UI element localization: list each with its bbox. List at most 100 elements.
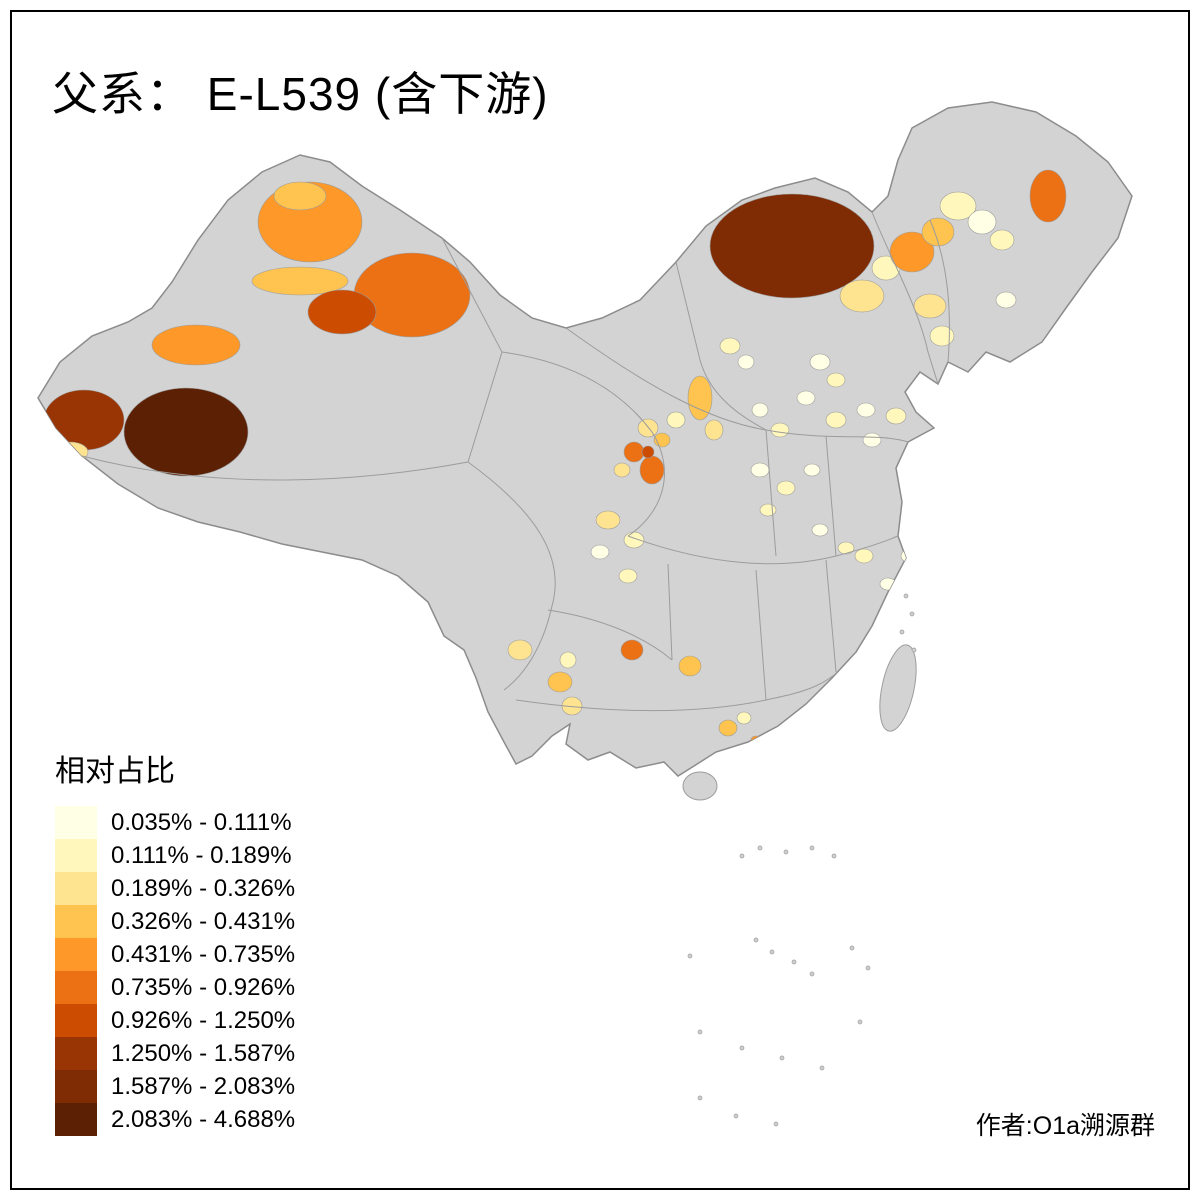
legend-swatch (55, 905, 97, 938)
prefecture-region (718, 719, 738, 737)
legend: 相对占比 0.035% - 0.111% 0.111% - 0.189% 0.189… (55, 746, 295, 1136)
prefecture-region (620, 639, 644, 661)
prefecture-region (839, 279, 885, 313)
prefecture-region (151, 324, 241, 366)
prefecture-region (825, 411, 847, 429)
prefecture-region (862, 432, 882, 448)
legend-swatch (55, 1070, 97, 1103)
prefecture-region (1029, 169, 1067, 223)
prefecture-region (618, 568, 638, 584)
prefecture-region (811, 523, 829, 537)
page-title: 父系： E-L539 (含下游) (52, 68, 549, 120)
prefecture-region (590, 544, 610, 560)
taiwan-island (879, 644, 917, 732)
prefecture-region (623, 531, 645, 549)
prefecture-region (837, 541, 855, 555)
legend-swatch (55, 1103, 97, 1136)
prefecture-region (353, 252, 471, 338)
prefecture-region (737, 354, 755, 370)
prefecture-region (704, 419, 724, 441)
legend-swatch (55, 806, 97, 839)
prefecture-region (770, 422, 790, 438)
legend-label: 0.326% - 0.431% (111, 907, 296, 935)
prefecture-region (751, 402, 769, 418)
legend-row: 0.326% - 0.431% (55, 905, 295, 938)
prefecture-region (894, 599, 910, 613)
legend-row: 0.035% - 0.111% (55, 806, 295, 839)
legend-row: 0.926% - 1.250% (55, 1004, 295, 1037)
choropleth-regions (43, 169, 1067, 745)
prefecture-region (273, 181, 327, 211)
prefecture-region (889, 231, 935, 273)
prefecture-region (43, 389, 125, 451)
prefecture-region (559, 651, 577, 669)
prefecture-region (900, 549, 916, 563)
prefecture-region (750, 462, 770, 478)
prefecture-region (678, 655, 702, 677)
legend-swatch (55, 938, 97, 971)
prefecture-region (939, 191, 977, 221)
prefecture-region (719, 337, 741, 355)
prefecture-region (687, 375, 713, 421)
south-china-sea-islets (687, 593, 917, 1127)
legend-label: 0.735% - 0.926% (111, 973, 296, 1001)
prefecture-region (641, 445, 655, 459)
prefecture-region (989, 229, 1015, 251)
legend-label: 0.189% - 0.326% (111, 874, 296, 902)
prefecture-region (826, 372, 846, 388)
prefecture-region (796, 390, 816, 406)
hainan-island (682, 771, 718, 801)
prefecture-region (123, 387, 249, 477)
prefecture-region (809, 353, 831, 371)
prefecture-region (595, 510, 621, 530)
prefecture-region (759, 503, 777, 517)
legend-row: 0.189% - 0.326% (55, 872, 295, 905)
legend-label: 0.111% - 0.189% (111, 841, 292, 869)
prefecture-region (921, 217, 955, 247)
prefecture-region (736, 711, 752, 725)
prefecture-region (639, 455, 665, 485)
prefecture-region (637, 418, 659, 438)
prefecture-region (613, 462, 631, 478)
prefecture-region (507, 639, 533, 661)
legend-label: 1.587% - 2.083% (111, 1072, 296, 1100)
legend-swatch (55, 1004, 97, 1037)
legend-row: 0.111% - 0.189% (55, 839, 295, 872)
prefecture-region (913, 293, 947, 319)
prefecture-region (709, 193, 875, 299)
prefecture-region (879, 577, 897, 591)
prefecture-region (885, 407, 907, 425)
legend-swatch (55, 839, 97, 872)
prefecture-region (995, 291, 1017, 309)
prefecture-region (547, 671, 573, 693)
prefecture-region (623, 441, 645, 463)
prefecture-region (251, 266, 349, 296)
legend-row: 2.083% - 4.688% (55, 1103, 295, 1136)
legend-label: 0.035% - 0.111% (111, 808, 292, 836)
author-credit: 作者:O1a溯源群 (975, 1112, 1155, 1140)
legend-row: 1.587% - 2.083% (55, 1070, 295, 1103)
prefecture-region (51, 441, 89, 463)
legend-rows: 0.035% - 0.111% 0.111% - 0.189% 0.189% - 0… (55, 806, 295, 1136)
legend-swatch (55, 971, 97, 1004)
prefecture-region (929, 325, 955, 347)
province-boundaries (81, 211, 950, 712)
prefecture-region (666, 411, 686, 429)
legend-row: 0.735% - 0.926% (55, 971, 295, 1004)
prefecture-region (967, 209, 997, 235)
legend-label: 0.431% - 0.735% (111, 940, 296, 968)
prefecture-region (776, 480, 796, 496)
prefecture-region (803, 463, 821, 477)
legend-swatch (55, 872, 97, 905)
prefecture-region (307, 289, 377, 335)
legend-label: 0.926% - 1.250% (111, 1006, 296, 1034)
legend-swatch (55, 1037, 97, 1070)
legend-row: 0.431% - 0.735% (55, 938, 295, 971)
legend-label: 1.250% - 1.587% (111, 1039, 296, 1067)
legend-title: 相对占比 (55, 755, 175, 788)
legend-row: 1.250% - 1.587% (55, 1037, 295, 1070)
prefecture-region (856, 402, 876, 418)
prefecture-region (854, 548, 874, 564)
